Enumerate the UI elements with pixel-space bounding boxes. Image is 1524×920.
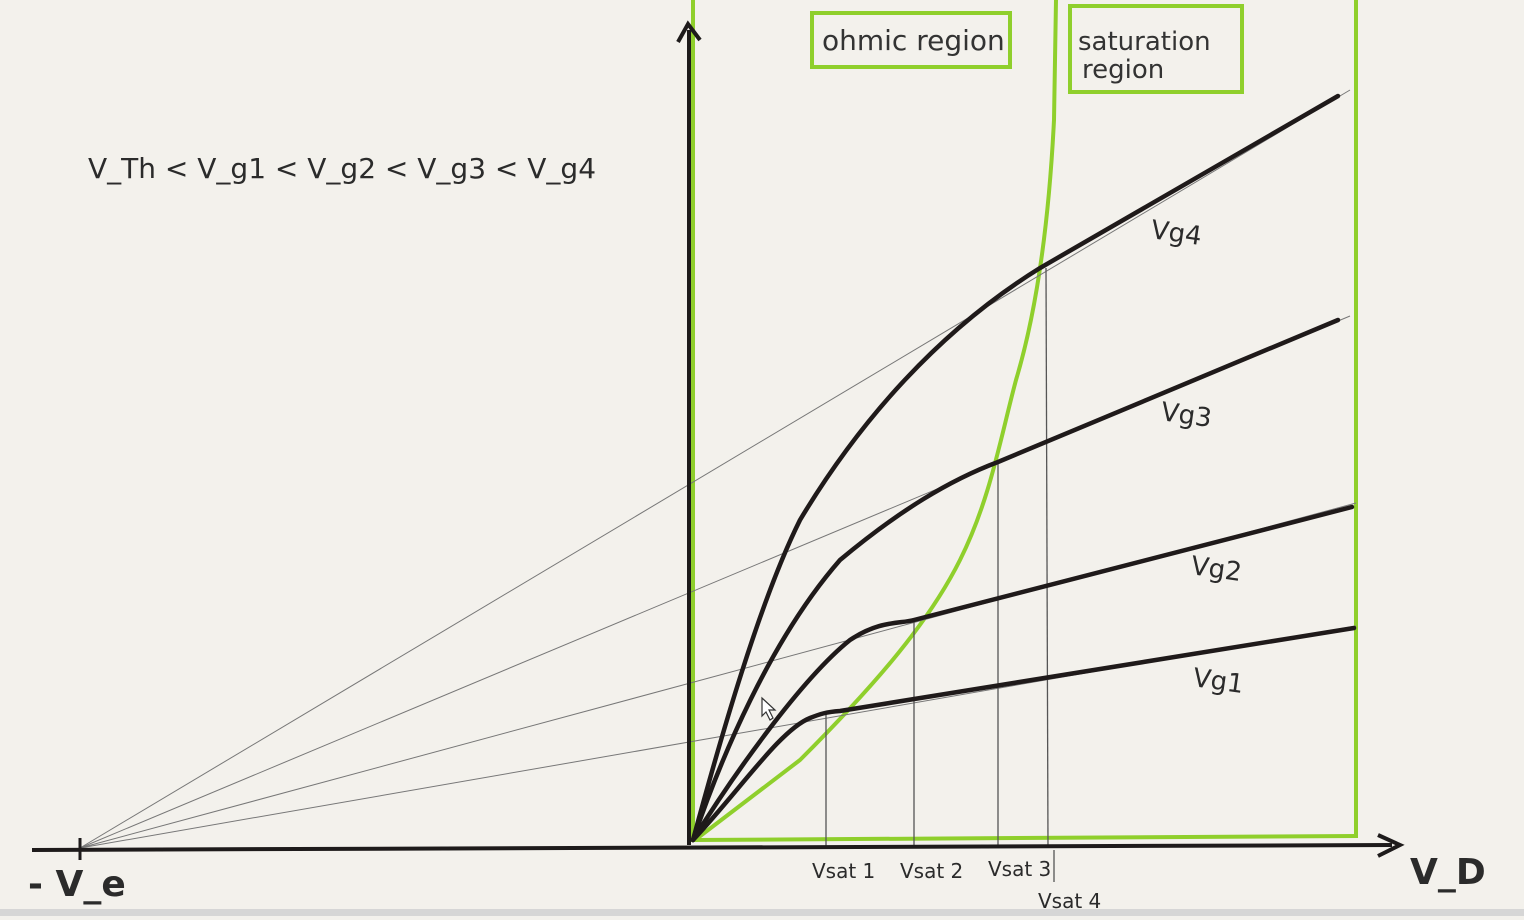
curve-vg2 [690, 504, 1355, 843]
saturation-region-label-2: region [1082, 55, 1164, 85]
saturation-region-box: saturation region [1068, 4, 1244, 94]
vsat-label-1: Vsat 1 [812, 859, 875, 883]
curve-vg3 [690, 317, 1341, 843]
bottom-scroll-strip [0, 909, 1524, 916]
region-boundaries [691, 0, 1358, 842]
x-axis-arrow [1377, 833, 1405, 858]
axes [31, 20, 1405, 860]
vsat-label-3: Vsat 3 [988, 857, 1051, 881]
ohmic-region-box: ohmic region [810, 11, 1012, 69]
threshold-inequality: V_Th < V_g1 < V_g2 < V_g3 < V_g4 [88, 152, 596, 185]
extrapolation-lines [79, 89, 1357, 849]
saturation-locus-curve [693, 0, 1058, 842]
y-axis-arrow [676, 20, 702, 43]
curve-label-vg3: Vg3 [1159, 397, 1214, 434]
saturation-region-label-1: saturation [1078, 27, 1211, 57]
vsat-label-2: Vsat 2 [900, 859, 963, 883]
x-axis-label: V_D [1410, 852, 1486, 893]
curve-vg1 [690, 625, 1357, 843]
curve-label-vg2: Vg2 [1189, 551, 1244, 588]
neg-ve-label: - V_e [28, 864, 126, 905]
bottom-region-boundary [692, 834, 1357, 842]
curve-label-vg1: Vg1 [1191, 663, 1246, 700]
vsat-guides [825, 267, 1055, 882]
curve-label-vg4: Vg4 [1149, 215, 1204, 252]
mouse-cursor-icon [761, 696, 777, 721]
x-axis [31, 843, 1393, 852]
curve-vg4 [690, 93, 1341, 843]
characteristic-curves [690, 93, 1357, 843]
ohmic-region-label: ohmic region [822, 24, 1005, 57]
